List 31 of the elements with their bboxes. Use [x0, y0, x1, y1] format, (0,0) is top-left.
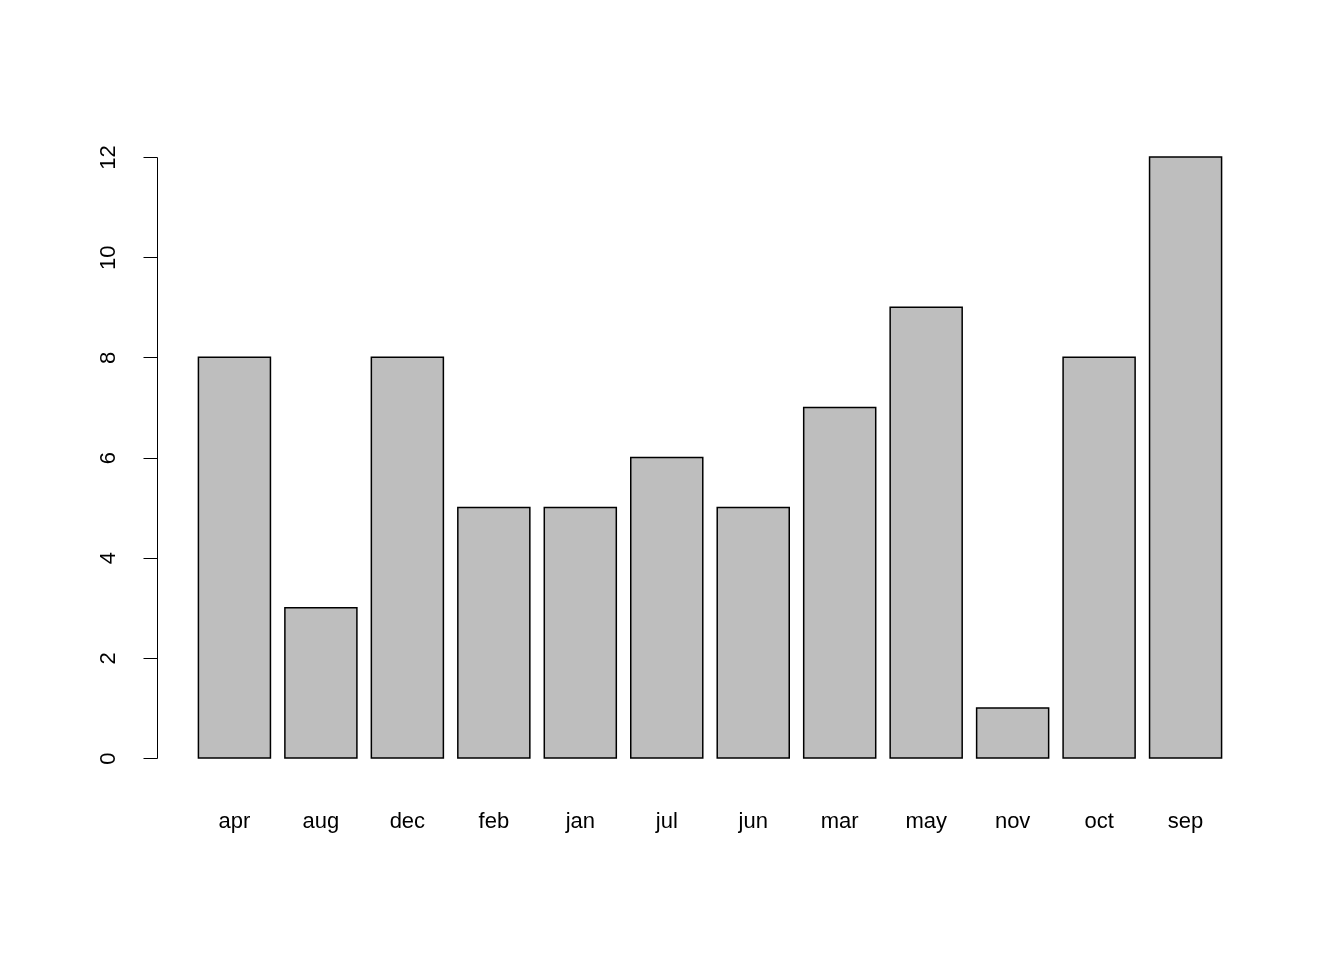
x-tick-label: jul: [654, 807, 678, 833]
bar: [802, 406, 877, 759]
x-tick-label: mar: [820, 807, 859, 833]
x-tick-label: may: [905, 807, 947, 833]
bar: [889, 306, 963, 759]
y-tick-label: 8: [94, 351, 120, 364]
x-tick-label: feb: [478, 807, 510, 833]
x-tick-label: jan: [564, 807, 595, 833]
x-tick-label: dec: [389, 807, 426, 833]
bar: [716, 506, 790, 759]
x-tick-label: sep: [1167, 807, 1204, 833]
bar: [1148, 156, 1223, 759]
y-tick-label: 10: [94, 245, 120, 270]
y-tick-label: 4: [94, 552, 120, 565]
bar: [630, 456, 704, 759]
bar: [370, 356, 445, 759]
y-tick-label: 0: [94, 752, 120, 765]
bar: [1062, 356, 1136, 759]
y-tick-label: 2: [94, 652, 120, 665]
x-tick-label: oct: [1084, 807, 1114, 833]
x-tick-label: aug: [302, 807, 340, 833]
bar: [457, 506, 531, 759]
y-tick-label: 6: [94, 451, 120, 465]
bar: [543, 506, 618, 759]
x-tick-label: nov: [994, 807, 1031, 833]
bar: [197, 356, 272, 759]
x-tick-label: jun: [737, 807, 768, 833]
x-tick-label: apr: [218, 807, 251, 833]
y-tick-label: 12: [94, 145, 120, 170]
bar: [975, 707, 1050, 759]
bar: [284, 607, 358, 759]
